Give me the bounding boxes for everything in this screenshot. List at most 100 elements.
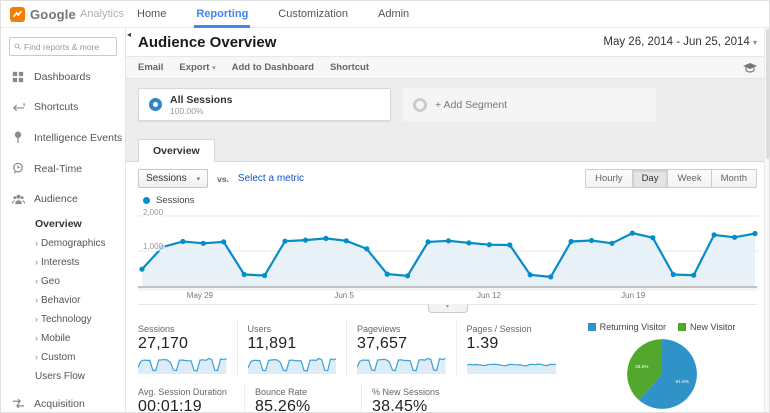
x-axis-tick: Jun 12: [476, 291, 501, 300]
segment-percentage: 100.00%: [170, 105, 204, 116]
segment-bar: All Sessions 100.00% + Add Segment: [126, 79, 769, 132]
expand-caret-icon: ›: [35, 295, 38, 305]
new-visitor-swatch: [678, 323, 686, 331]
sidebar-item-overview[interactable]: Overview: [35, 218, 82, 230]
scorecard-avg-session-duration: Avg. Session Duration 00:01:19: [138, 383, 245, 412]
chevron-down-icon: ▾: [752, 38, 757, 47]
sidebar-item-real-time[interactable]: Real-Time: [1, 153, 125, 184]
main-panel: ◂ Audience Overview May 26, 2014 - Jun 2…: [126, 28, 769, 412]
sidebar-item-mobile[interactable]: › Mobile: [1, 329, 125, 348]
sidebar-item-label: Demographics: [41, 238, 106, 249]
chevron-down-icon: ▾: [196, 175, 201, 183]
sidebar-item-behavior[interactable]: › Behavior: [1, 291, 125, 310]
scorecard-pageviews: Pageviews 37,657: [357, 320, 457, 376]
legend-label: New Visitor: [690, 322, 736, 332]
granularity-day-button[interactable]: Day: [632, 169, 669, 188]
metric-select[interactable]: Sessions ▾: [138, 169, 209, 188]
y-axis-tick: 1,000: [141, 242, 166, 251]
sidebar-item-demographics[interactable]: › Demographics: [1, 234, 125, 253]
education-cap-icon[interactable]: [743, 62, 757, 73]
sidebar: Dashboards Shortcuts Intelligence Events…: [1, 28, 126, 412]
sparkline: [138, 355, 227, 374]
sidebar-item-custom[interactable]: › Custom: [1, 348, 125, 367]
metric-picker-row: Sessions ▾ vs. Select a metric Hourly Da…: [126, 162, 769, 192]
sidebar-item-dashboards[interactable]: Dashboards: [1, 62, 125, 92]
scorecard-value: 85.26%: [255, 398, 311, 412]
granularity-hourly-button[interactable]: Hourly: [585, 169, 633, 188]
chart-range-handle[interactable]: ▾: [427, 304, 468, 313]
expand-caret-icon: ›: [35, 352, 38, 362]
shortcut-button[interactable]: Shortcut: [329, 62, 370, 73]
logo-google-text: Google: [30, 6, 76, 22]
granularity-month-button[interactable]: Month: [711, 169, 757, 188]
select-metric-link[interactable]: Select a metric: [237, 173, 305, 184]
dashboards-icon: [11, 71, 25, 83]
pie-legend: Returning Visitor New Visitor: [587, 322, 736, 332]
sidebar-item-shortcuts[interactable]: Shortcuts: [1, 92, 125, 122]
sidebar-item-geo[interactable]: › Geo: [1, 272, 125, 291]
svg-text:38.5%: 38.5%: [635, 364, 648, 369]
scorecard-value: 11,891: [247, 335, 297, 352]
sessions-legend-label: Sessions: [156, 195, 195, 206]
sidebar-item-label: Behavior: [41, 295, 81, 306]
scorecard-value: 1.39: [466, 335, 499, 352]
logo-analytics-text: Analytics: [79, 8, 125, 20]
nav-tab-reporting[interactable]: Reporting: [194, 1, 251, 28]
y-axis-tick: 2,000: [141, 208, 166, 217]
scorecard-label[interactable]: Avg. Session Duration: [138, 387, 227, 397]
sidebar-item-acquisition[interactable]: Acquisition: [1, 386, 125, 412]
sidebar-item-label: Acquisition: [34, 398, 85, 410]
sidebar-item-label: Intelligence Events: [34, 131, 123, 144]
add-segment-button[interactable]: + Add Segment: [403, 88, 656, 121]
sidebar-item-label: Dashboards: [34, 71, 91, 83]
search-icon: [14, 43, 21, 50]
sessions-legend-dot: [143, 197, 150, 204]
sidebar-collapse-icon[interactable]: ◂: [127, 30, 132, 39]
report-search[interactable]: [9, 37, 117, 56]
export-label: Export: [179, 62, 210, 73]
date-range-text: May 26, 2014 - Jun 25, 2014: [603, 36, 750, 48]
nav-tab-home[interactable]: Home: [137, 7, 167, 20]
sidebar-item-label: Interests: [41, 257, 80, 268]
scorecard-label[interactable]: Users: [247, 324, 272, 334]
sidebar-item-technology[interactable]: › Technology: [1, 310, 125, 329]
expand-caret-icon: ›: [35, 257, 38, 267]
sparkline: [466, 355, 556, 374]
date-range-selector[interactable]: May 26, 2014 - Jun 25, 2014 ▾: [603, 36, 757, 48]
scorecard-label[interactable]: Pages / Session: [466, 324, 532, 334]
audience-icon: [11, 194, 25, 205]
all-sessions-segment[interactable]: All Sessions 100.00%: [138, 88, 391, 121]
nav-tab-admin[interactable]: Admin: [378, 7, 410, 20]
scrollbar-thumb[interactable]: [766, 29, 769, 159]
vertical-scrollbar[interactable]: [764, 28, 769, 412]
sidebar-item-intelligence-events[interactable]: Intelligence Events: [1, 122, 125, 153]
email-button[interactable]: Email: [138, 62, 164, 73]
visitor-type-pie-chart: 61.5% 38.5%: [626, 339, 697, 409]
google-analytics-logo[interactable]: Google Analytics: [1, 6, 129, 22]
scorecard-value: 37,657: [357, 335, 408, 352]
scorecard-label[interactable]: Pageviews: [357, 324, 401, 334]
scorecard-label[interactable]: Sessions: [138, 324, 175, 334]
top-bar: Google Analytics Home Reporting Customiz…: [1, 1, 769, 28]
sidebar-item-users-flow[interactable]: Users Flow: [35, 371, 86, 382]
scorecard-value: 38.45%: [372, 398, 428, 412]
sidebar-item-audience[interactable]: Audience: [1, 184, 125, 214]
segment-name: All Sessions: [170, 93, 233, 106]
add-segment-donut-icon: [413, 97, 427, 112]
add-to-dashboard-button[interactable]: Add to Dashboard: [231, 62, 314, 73]
sidebar-item-interests[interactable]: › Interests: [1, 253, 125, 272]
scorecard-row: Sessions 27,170 Users 11,891 Pageviews 3…: [138, 320, 566, 376]
sidebar-item-label: Audience: [34, 193, 78, 205]
scorecard-label[interactable]: % New Sessions: [372, 387, 440, 397]
search-input[interactable]: [24, 41, 112, 52]
nav-tab-customization[interactable]: Customization: [278, 7, 348, 20]
scorecard-label[interactable]: Bounce Rate: [255, 387, 308, 397]
export-button[interactable]: Export ▾: [179, 62, 215, 73]
tab-overview[interactable]: Overview: [138, 139, 215, 162]
sparkline: [247, 355, 337, 374]
page-title: Audience Overview: [138, 33, 277, 51]
sessions-line-chart: 2,000 1,000: [138, 208, 759, 288]
scorecards: Sessions 27,170 Users 11,891 Pageviews 3…: [138, 320, 566, 412]
granularity-week-button[interactable]: Week: [668, 169, 712, 188]
